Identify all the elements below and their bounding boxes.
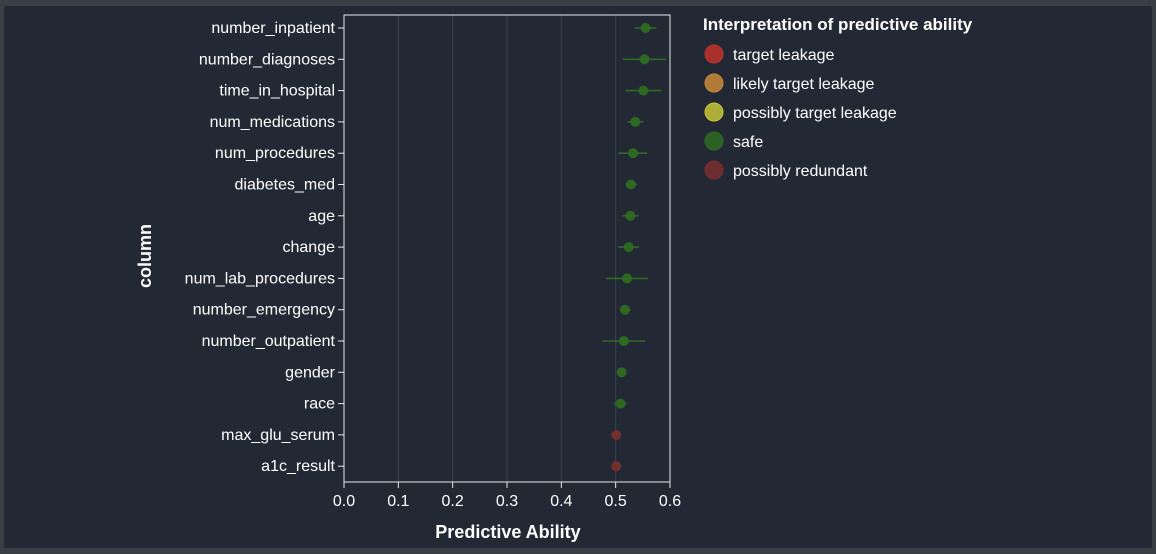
legend-label: possibly redundant	[733, 163, 868, 180]
y-tick-label: num_lab_procedures	[185, 270, 335, 287]
legend-label: likely target leakage	[733, 76, 875, 93]
data-point	[625, 179, 636, 190]
y-tick-label: gender	[285, 364, 335, 381]
data-point	[630, 116, 641, 127]
y-tick-label: num_medications	[210, 114, 335, 131]
y-tick-label: number_emergency	[193, 302, 335, 319]
y-tick-label: number_inpatient	[211, 20, 335, 37]
x-tick-label: 0.2	[442, 493, 464, 510]
legend-label: possibly target leakage	[733, 105, 897, 122]
data-point	[638, 85, 649, 96]
chart-panel: number_inpatient number_diagnoses time_in_…	[4, 6, 1152, 548]
x-tick-label: 0.3	[496, 493, 518, 510]
data-point	[611, 429, 622, 440]
data-point	[625, 210, 636, 221]
data-point	[619, 304, 630, 315]
x-axis-title: Predictive Ability	[435, 522, 580, 542]
y-tick-label: race	[304, 396, 335, 413]
legend-swatch	[704, 44, 724, 64]
y-axis: number_inpatient number_diagnoses time_in_…	[185, 20, 344, 475]
y-tick-label: diabetes_med	[234, 177, 335, 194]
legend-swatch	[704, 102, 724, 122]
y-tick-label: age	[308, 208, 335, 225]
legend: Interpretation of predictive ability tar…	[703, 15, 973, 180]
data-point	[639, 54, 650, 65]
legend-title: Interpretation of predictive ability	[703, 15, 973, 34]
y-tick-label: change	[283, 239, 336, 256]
data-point	[616, 367, 627, 378]
legend-label: target leakage	[733, 47, 835, 64]
data-point	[628, 148, 639, 159]
x-tick-label: 0.1	[387, 493, 409, 510]
legend-swatch	[704, 73, 724, 93]
y-tick-label: a1c_result	[261, 458, 335, 475]
legend-swatch	[704, 160, 724, 180]
legend-swatch	[704, 131, 724, 151]
predictive-ability-chart: number_inpatient number_diagnoses time_in_…	[135, 14, 973, 542]
x-tick-label: 0.6	[659, 493, 681, 510]
data-marks	[602, 23, 667, 472]
y-tick-label: time_in_hospital	[219, 83, 335, 100]
x-tick-label: 0.4	[550, 493, 572, 510]
x-tick-label: 0.0	[333, 493, 355, 510]
x-tick-label: 0.5	[605, 493, 627, 510]
data-point	[615, 398, 626, 409]
legend-label: safe	[733, 134, 763, 151]
y-tick-label: number_outpatient	[202, 333, 336, 350]
y-tick-label: num_procedures	[215, 145, 335, 162]
data-point	[618, 336, 629, 346]
y-tick-label: max_glu_serum	[221, 427, 335, 444]
data-point	[611, 461, 622, 472]
data-point	[640, 23, 651, 33]
y-tick-label: number_diagnoses	[199, 51, 335, 68]
x-axis: 0.0 0.1 0.2 0.3 0.4 0.5 0.6	[333, 482, 681, 510]
data-point	[623, 242, 634, 253]
y-axis-title: column	[135, 224, 155, 288]
data-point	[622, 273, 633, 284]
